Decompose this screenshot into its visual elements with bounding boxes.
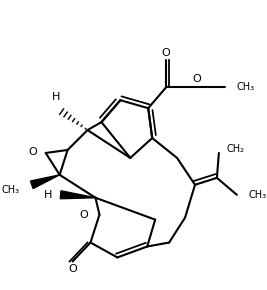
Text: CH₃: CH₃: [237, 82, 255, 92]
Text: CH₃: CH₃: [249, 190, 267, 200]
Text: O: O: [162, 48, 171, 59]
Polygon shape: [30, 175, 60, 189]
Text: O: O: [79, 210, 88, 220]
Text: H: H: [44, 190, 53, 200]
Text: CH₂: CH₂: [227, 144, 245, 154]
Text: H: H: [52, 92, 60, 102]
Text: CH₃: CH₃: [2, 185, 20, 195]
Text: O: O: [193, 74, 201, 84]
Polygon shape: [60, 191, 96, 199]
Text: O: O: [68, 264, 77, 274]
Text: O: O: [28, 147, 37, 157]
